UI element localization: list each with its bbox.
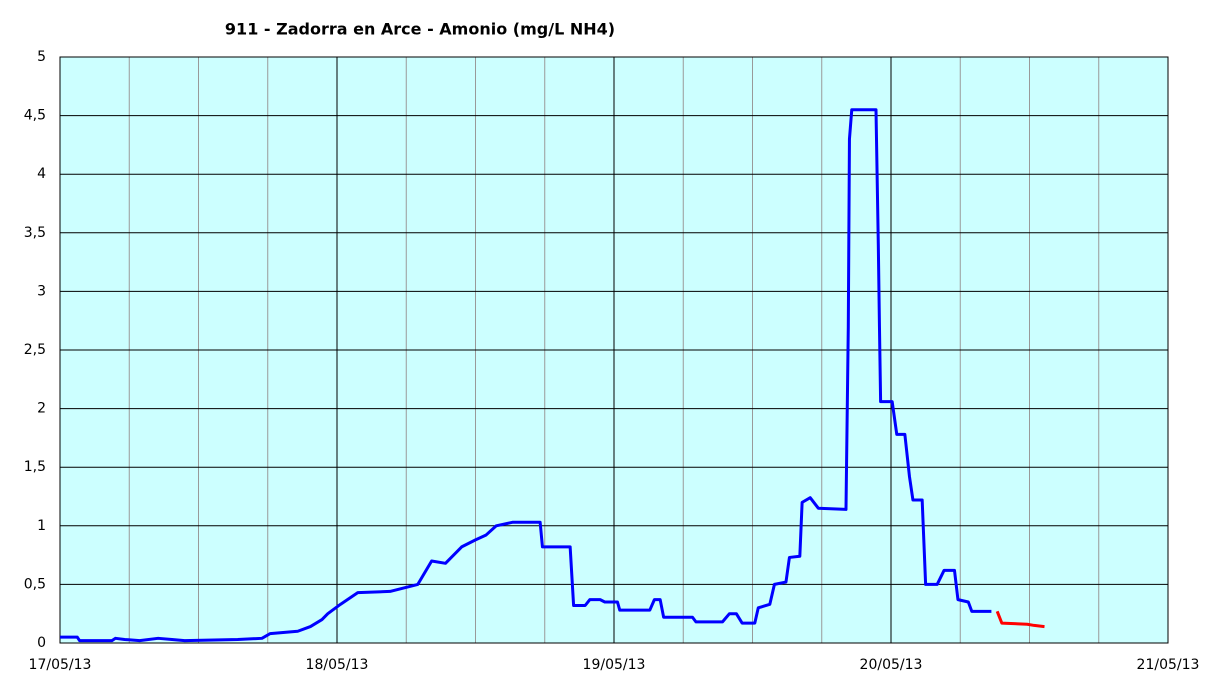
y-tick-label: 0 (37, 635, 46, 651)
x-tick-label: 19/05/13 (583, 657, 646, 673)
y-tick-label: 0,5 (24, 576, 46, 592)
chart-title: 911 - Zadorra en Arce - Amonio (mg/L NH4… (225, 20, 615, 39)
x-tick-label: 20/05/13 (860, 657, 923, 673)
x-tick-label: 21/05/13 (1137, 657, 1200, 673)
y-tick-label: 2 (37, 401, 46, 417)
y-tick-label: 4 (37, 166, 46, 182)
y-tick-label: 5 (37, 49, 46, 65)
x-tick-label: 18/05/13 (306, 657, 369, 673)
y-tick-label: 4,5 (24, 108, 46, 124)
y-tick-label: 1 (37, 518, 46, 534)
y-tick-label: 3,5 (24, 225, 46, 241)
x-tick-label: 17/05/13 (29, 657, 92, 673)
y-tick-label: 1,5 (24, 459, 46, 475)
y-tick-label: 2,5 (24, 342, 46, 358)
data-line (60, 108, 992, 643)
y-tick-label: 3 (37, 283, 46, 299)
plot-border (59, 56, 1169, 644)
data-line (995, 610, 1045, 629)
